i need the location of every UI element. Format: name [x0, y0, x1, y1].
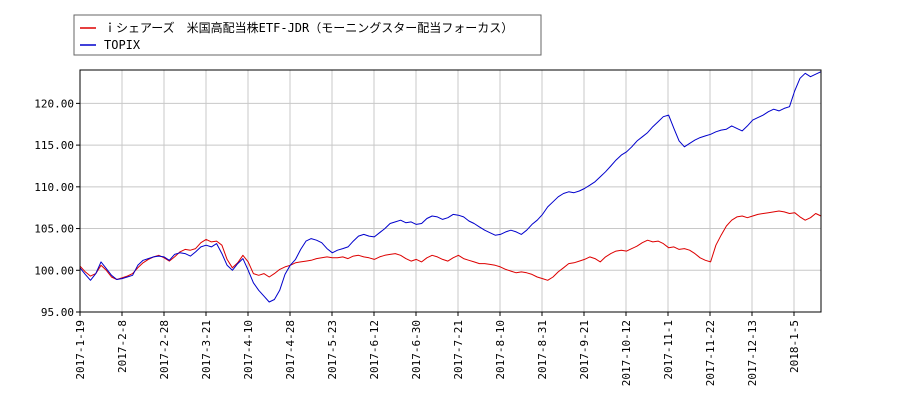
y-tick-label: 115.00	[34, 139, 74, 152]
legend-box	[73, 14, 542, 56]
x-tick-label: 2017-11-1	[662, 320, 675, 380]
y-tick-label: 120.00	[34, 97, 74, 110]
x-tick-label: 2017-8-10	[494, 320, 507, 380]
x-tick-label: 2017-2-8	[116, 320, 129, 373]
x-tick-label: 2017-2-28	[158, 320, 171, 380]
x-tick-label: 2017-5-23	[326, 320, 339, 380]
series-line-2	[79, 71, 822, 303]
x-tick-label: 2017-4-10	[242, 320, 255, 380]
x-tick-label: 2018-1-5	[788, 320, 801, 373]
legend: ｉシェアーズ 米国高配当株ETF-JDR（モーニングスター配当フォーカス） TO…	[73, 14, 542, 56]
x-tick-label: 2017-11-22	[704, 320, 717, 386]
x-tick-label: 2017-12-13	[746, 320, 759, 386]
y-tick-label: 105.00	[34, 223, 74, 236]
x-tick-label: 2017-6-12	[368, 320, 381, 380]
series-layer	[79, 71, 822, 303]
y-tick-label: 95.00	[41, 306, 74, 319]
y-tick-label: 110.00	[34, 181, 74, 194]
series-line-1	[79, 210, 822, 281]
y-tick-label: 100.00	[34, 264, 74, 277]
y-axis: 95.00 100.00 105.00 110.00 115.00 120.00	[34, 97, 80, 319]
x-tick-label: 2017-3-21	[200, 320, 213, 380]
legend-label-series-2: TOPIX	[104, 38, 141, 52]
x-tick-label: 2017-9-21	[578, 320, 591, 380]
x-tick-label: 2017-8-31	[536, 320, 549, 380]
x-tick-label: 2017-10-12	[620, 320, 633, 386]
x-tick-label: 2017-4-28	[284, 320, 297, 380]
x-tick-label: 2017-7-21	[452, 320, 465, 380]
x-axis: 2017-1-19 2017-2-8 2017-2-28 2017-3-21 2017-…	[74, 312, 801, 386]
legend-label-series-1: ｉシェアーズ 米国高配当株ETF-JDR（モーニングスター配当フォーカス）	[104, 20, 513, 35]
plot-frame	[79, 69, 822, 313]
x-tick-label: 2017-1-19	[74, 320, 87, 380]
x-tick-label: 2017-6-30	[410, 320, 423, 380]
grid	[79, 70, 821, 313]
